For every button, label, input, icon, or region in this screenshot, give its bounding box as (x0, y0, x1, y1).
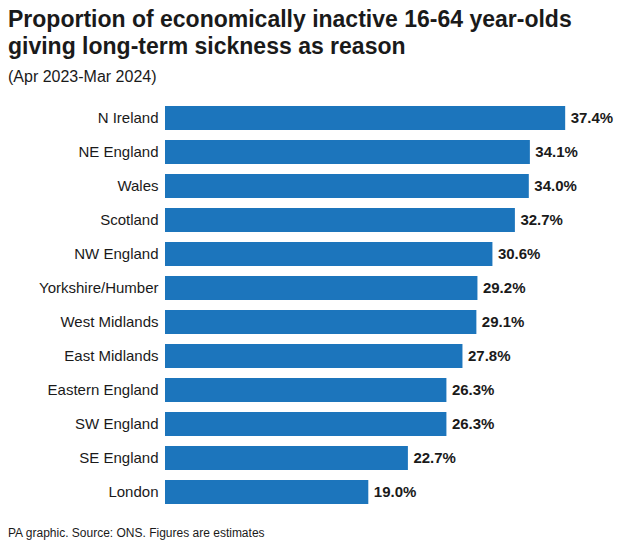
svg-text:19.0%: 19.0% (374, 483, 417, 500)
svg-text:26.3%: 26.3% (452, 415, 495, 432)
svg-text:Wales: Wales (117, 177, 158, 194)
svg-text:NE England: NE England (78, 143, 158, 160)
html-text:(Apr 2023-Mar 2024): (Apr 2023-Mar 2024) (8, 68, 157, 85)
svg-text:29.1%: 29.1% (482, 313, 525, 330)
svg-text:Eastern England: Eastern England (48, 381, 159, 398)
html-text:Proportion of economically ina: Proportion of economically inactive 16-6… (8, 6, 572, 59)
svg-text:London: London (108, 483, 158, 500)
html-text:PA graphic. Source: ONS. Figur: PA graphic. Source: ONS. Figures are est… (8, 526, 265, 540)
svg-text:26.3%: 26.3% (452, 381, 495, 398)
svg-text:East Midlands: East Midlands (64, 347, 158, 364)
svg-text:West Midlands: West Midlands (60, 313, 158, 330)
svg-text:34.0%: 34.0% (534, 177, 577, 194)
svg-text:32.7%: 32.7% (520, 211, 563, 228)
svg-text:NW England: NW England (74, 245, 158, 262)
svg-text:27.8%: 27.8% (468, 347, 511, 364)
svg-text:29.2%: 29.2% (483, 279, 526, 296)
svg-text:Scotland: Scotland (100, 211, 158, 228)
svg-text:Yorkshire/Humber: Yorkshire/Humber (39, 279, 159, 296)
svg-text:22.7%: 22.7% (413, 449, 456, 466)
svg-text:SE England: SE England (79, 449, 158, 466)
svg-text:37.4%: 37.4% (571, 109, 614, 126)
svg-text:30.6%: 30.6% (498, 245, 541, 262)
svg-text:N Ireland: N Ireland (98, 109, 159, 126)
svg-text:34.1%: 34.1% (535, 143, 578, 160)
svg-text:SW England: SW England (75, 415, 158, 432)
